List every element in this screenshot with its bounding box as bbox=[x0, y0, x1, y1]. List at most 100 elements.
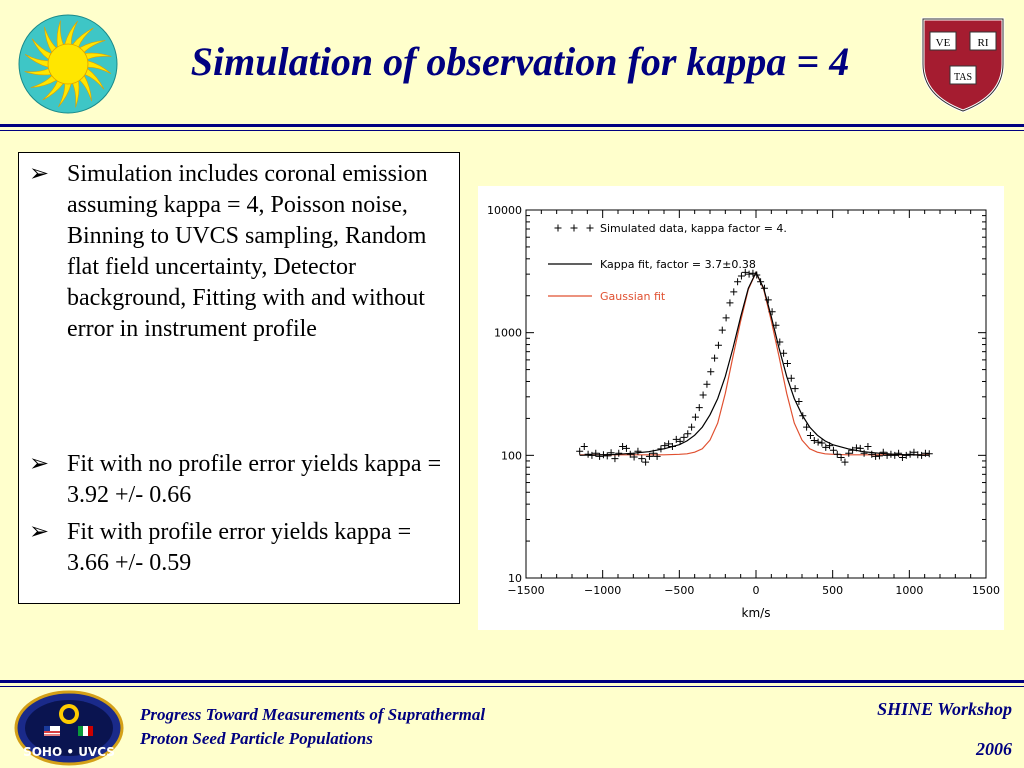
sun-ray bbox=[72, 80, 80, 108]
data-point bbox=[818, 439, 826, 447]
data-point bbox=[918, 451, 926, 459]
data-point bbox=[645, 452, 653, 460]
data-point bbox=[921, 449, 929, 457]
data-point bbox=[860, 449, 868, 457]
legend-plus-marker bbox=[586, 224, 594, 232]
legend-plus-marker bbox=[554, 224, 562, 232]
data-point bbox=[688, 423, 696, 431]
data-point bbox=[864, 443, 872, 451]
data-point bbox=[672, 435, 680, 443]
data-point bbox=[665, 440, 673, 448]
data-point bbox=[714, 341, 722, 349]
data-point bbox=[730, 288, 738, 296]
data-point bbox=[806, 432, 814, 440]
data-point bbox=[661, 442, 669, 450]
data-point bbox=[833, 450, 841, 458]
bullet-text: Simulation includes coronal emission ass… bbox=[67, 161, 428, 342]
data-point bbox=[649, 449, 657, 457]
x-tick-label: −1000 bbox=[584, 584, 621, 597]
data-point bbox=[787, 374, 795, 382]
soho-logo-text: SOHO • UVCS bbox=[23, 745, 115, 759]
data-point bbox=[638, 455, 646, 463]
data-point bbox=[902, 451, 910, 459]
footer-left-line1: Progress Toward Measurements of Suprathe… bbox=[140, 705, 486, 724]
sun-ray bbox=[72, 27, 94, 48]
x-tick-label: −1500 bbox=[507, 584, 544, 597]
bullet-arrow-icon: ➢ bbox=[29, 161, 50, 187]
data-point bbox=[718, 326, 726, 334]
legend-data-symbols bbox=[554, 224, 594, 232]
sun-ray bbox=[31, 38, 52, 60]
data-point bbox=[634, 447, 642, 455]
data-point bbox=[925, 450, 933, 458]
footer-right-line2: 2006 bbox=[976, 739, 1012, 759]
bottom-rule-thick bbox=[0, 680, 1024, 683]
data-point bbox=[726, 299, 734, 307]
data-point bbox=[856, 444, 864, 452]
data-point bbox=[780, 349, 788, 357]
bullet-text: Fit with profile error yields kappa = 3.… bbox=[67, 519, 412, 576]
data-point bbox=[584, 450, 592, 458]
x-tick-label: 1000 bbox=[895, 584, 923, 597]
data-point bbox=[576, 447, 584, 455]
data-point bbox=[676, 437, 684, 445]
data-point bbox=[799, 412, 807, 420]
data-point bbox=[630, 453, 638, 461]
legend-label: Kappa fit, factor = 3.7±0.38 bbox=[600, 258, 756, 271]
data-point bbox=[906, 450, 914, 458]
y-tick-label: 10000 bbox=[487, 204, 522, 217]
data-point bbox=[619, 443, 627, 451]
data-point bbox=[596, 452, 604, 460]
data-point bbox=[768, 308, 776, 316]
data-point bbox=[826, 442, 834, 450]
data-point bbox=[849, 446, 857, 454]
data-point bbox=[810, 437, 818, 445]
data-point bbox=[776, 338, 784, 346]
data-point bbox=[711, 354, 719, 362]
data-point bbox=[845, 449, 853, 457]
sun-logo bbox=[18, 14, 118, 114]
y-tick-label: 100 bbox=[501, 449, 522, 462]
x-axis-label: km/s bbox=[742, 606, 771, 620]
x-tick-label: 500 bbox=[822, 584, 843, 597]
x-tick-label: −500 bbox=[664, 584, 694, 597]
data-point bbox=[684, 430, 692, 438]
line-chart: −1500 −1000 −500 0 500 1000 1500 10 100 1000 10000… bbox=[487, 204, 1000, 620]
data-point bbox=[757, 278, 765, 286]
sun-ray bbox=[84, 52, 112, 60]
data-point bbox=[603, 452, 611, 460]
data-point bbox=[895, 449, 903, 457]
data-point bbox=[868, 450, 876, 458]
bullet-textbox: ➢ Simulation includes coronal emission a… bbox=[18, 152, 460, 604]
y-tick-label: 1000 bbox=[494, 327, 522, 340]
bullet-arrow-icon: ➢ bbox=[29, 451, 50, 477]
bottom-rule-thin bbox=[0, 686, 1024, 687]
sun-ray bbox=[44, 26, 57, 53]
sun-ray bbox=[64, 20, 78, 45]
top-rule-thin bbox=[0, 130, 1024, 131]
data-point bbox=[642, 458, 650, 466]
harvard-shield-logo: VE RI TAS bbox=[921, 17, 1005, 113]
data-point bbox=[841, 458, 849, 466]
soho-uvcs-logo: SOHO • UVCS bbox=[14, 690, 124, 766]
data-point bbox=[680, 433, 688, 441]
sun-ray bbox=[79, 75, 92, 102]
data-point bbox=[822, 443, 830, 451]
data-point bbox=[803, 423, 811, 431]
data-point bbox=[615, 449, 623, 457]
chart-panel: −1500 −1000 −500 0 500 1000 1500 10 100 1000 10000… bbox=[478, 186, 1004, 630]
data-point bbox=[691, 413, 699, 421]
sun-ray bbox=[30, 75, 57, 88]
data-point bbox=[622, 444, 630, 452]
data-point bbox=[707, 368, 715, 376]
bullet-item: ➢ Fit with profile error yields kappa = … bbox=[29, 517, 449, 579]
data-point bbox=[592, 449, 600, 457]
data-point bbox=[879, 448, 887, 456]
data-point bbox=[887, 450, 895, 458]
bullet-item: ➢ Simulation includes coronal emission a… bbox=[29, 159, 449, 345]
data-point bbox=[872, 452, 880, 460]
bullet-item: ➢ Fit with no profile error yields kappa… bbox=[29, 449, 449, 511]
data-point bbox=[749, 269, 757, 277]
sun-ray bbox=[84, 68, 105, 90]
y-tick-label: 10 bbox=[508, 572, 522, 585]
